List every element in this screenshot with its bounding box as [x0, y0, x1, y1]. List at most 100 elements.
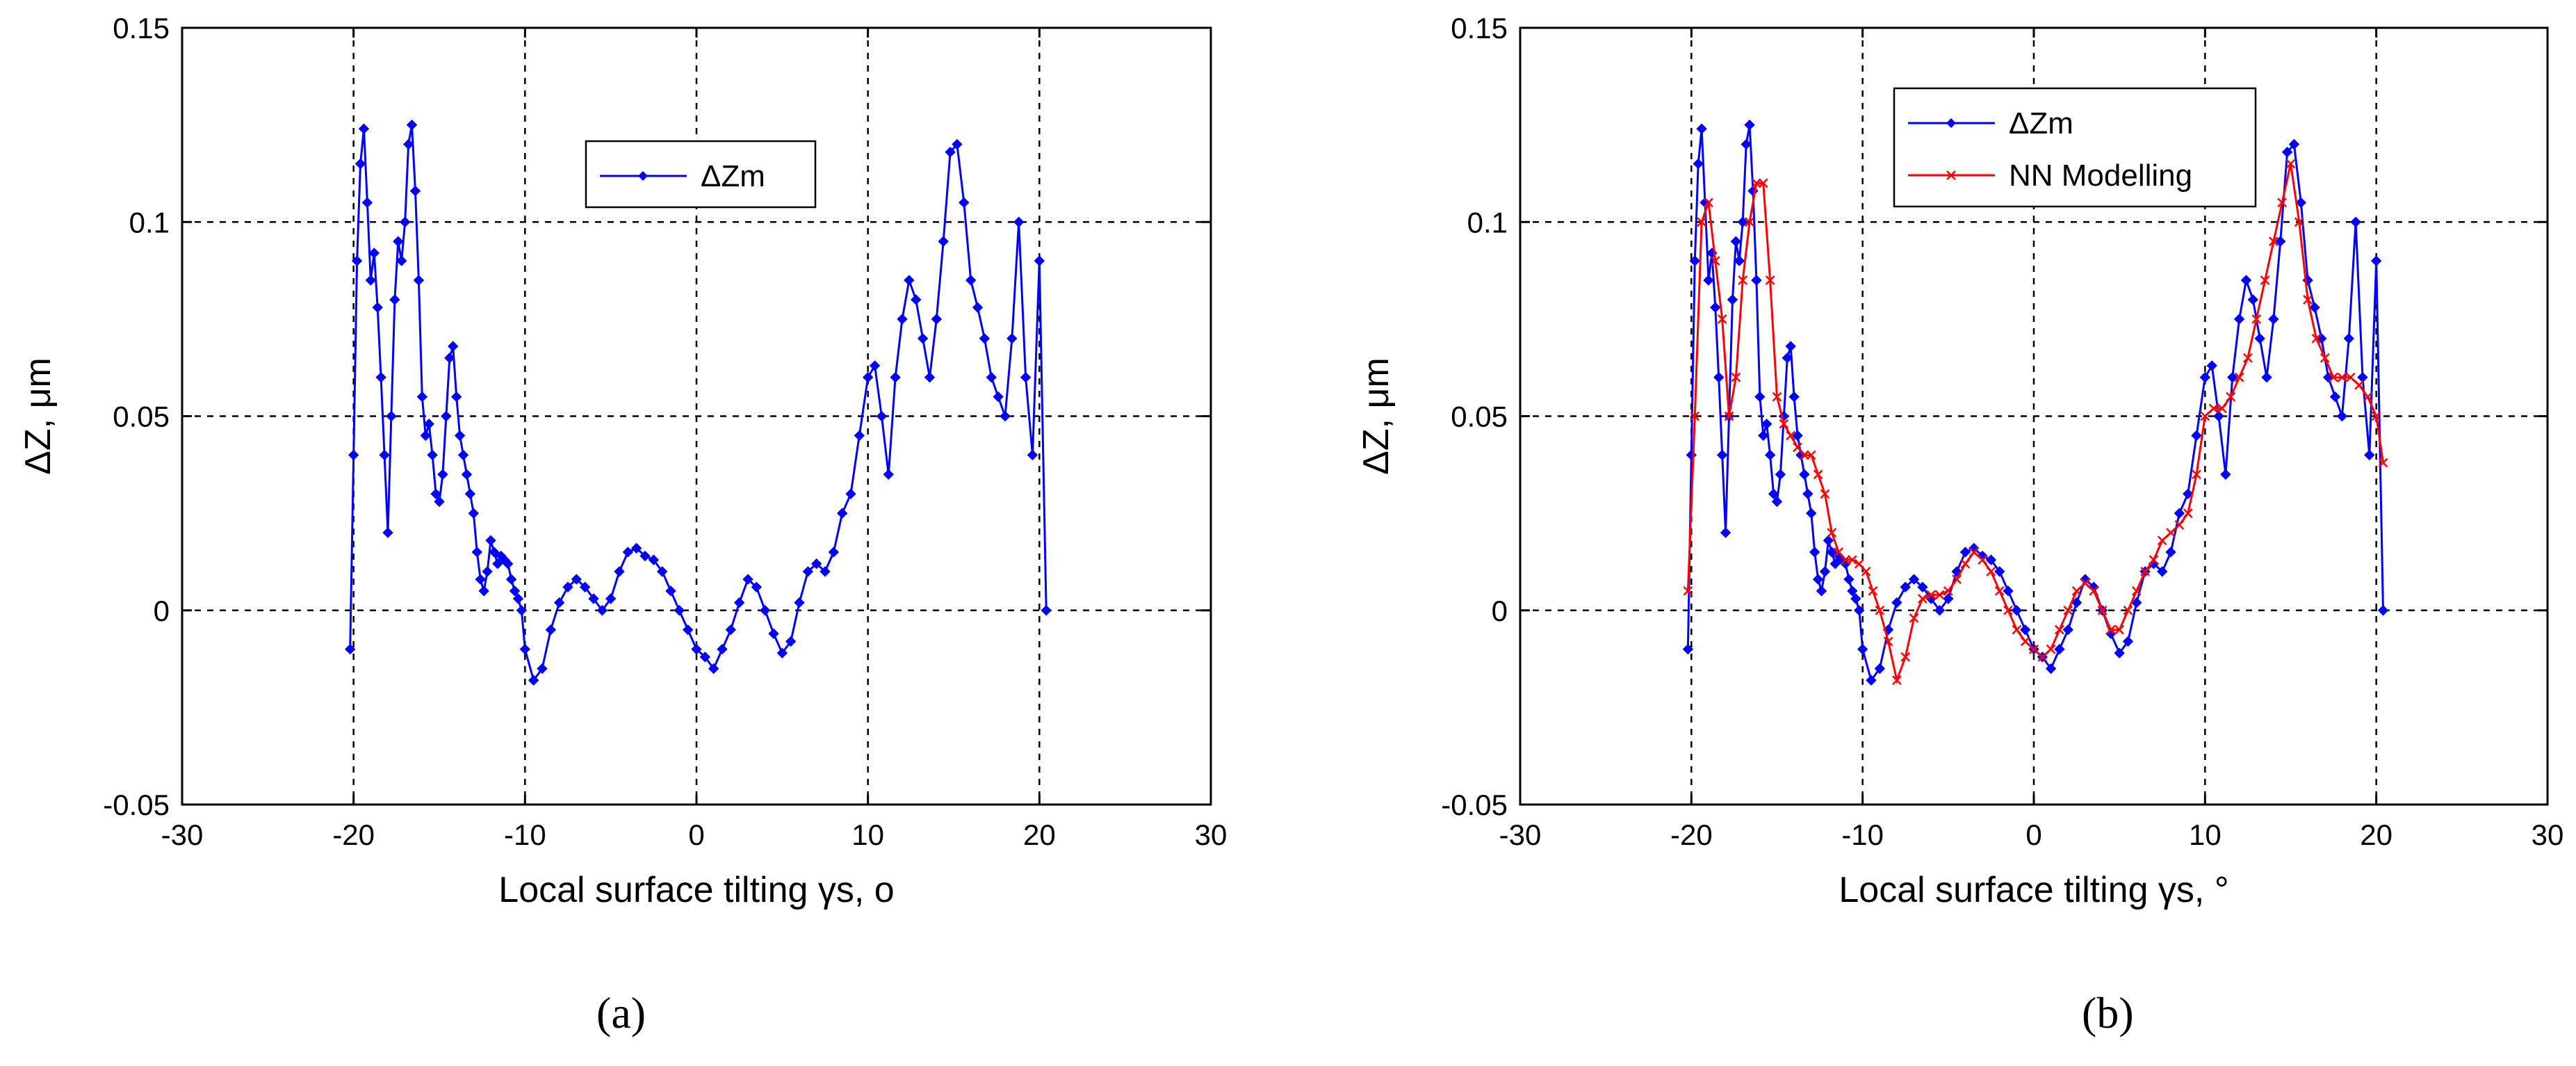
data-point [348, 449, 359, 461]
data-point [368, 248, 380, 259]
data-point [1820, 489, 1830, 499]
data-point [448, 341, 459, 352]
x-tick-label: 0 [2025, 818, 2041, 851]
data-point [358, 123, 370, 134]
data-point [1943, 593, 1954, 604]
y-tick-label: -0.05 [103, 789, 170, 821]
data-point [2200, 411, 2210, 421]
data-point [2157, 566, 2168, 577]
data-point [911, 294, 922, 305]
data-point [2363, 391, 2373, 402]
data-point [1943, 586, 1953, 596]
data-point [2251, 314, 2262, 324]
data-point [1908, 574, 1920, 585]
data-point [386, 410, 397, 422]
data-point [1823, 535, 1834, 546]
data-point [1744, 119, 1755, 131]
data-point [1752, 178, 1761, 188]
data-point [725, 624, 737, 636]
data-point [437, 469, 448, 480]
data-point [1710, 302, 1721, 313]
data-point [828, 547, 840, 558]
y-tick-label: 0.05 [1451, 401, 1508, 433]
data-point [2131, 597, 2142, 608]
series-line-0 [1686, 124, 2384, 683]
data-point [1710, 256, 1720, 266]
data-point [1994, 586, 2005, 596]
data-point [622, 547, 634, 558]
y-axis-label: ΔZ, μm [1356, 357, 1396, 475]
data-point [820, 566, 831, 577]
data-point [717, 643, 728, 655]
data-point [883, 469, 894, 480]
data-point [1771, 496, 1783, 508]
y-tick-label: -0.05 [1441, 789, 1508, 821]
chart-panel-b: -30 -20 -10 0 10 20 30 -0.05 0 0.05 0.1 0.15 Local s… [1356, 12, 2563, 910]
data-point [869, 360, 881, 371]
y-tick-label: 0.05 [113, 401, 170, 433]
data-point [1800, 450, 1809, 460]
data-point [2055, 624, 2064, 635]
data-point [2140, 567, 2151, 576]
data-point [2199, 371, 2211, 383]
data-point [2234, 372, 2244, 382]
data-point [1720, 527, 1731, 538]
data-point [1834, 547, 1844, 557]
data-point [1934, 605, 1946, 616]
data-point [444, 353, 455, 364]
data-point [2329, 391, 2341, 403]
data-point [450, 391, 462, 403]
data-point [1738, 275, 1748, 285]
data-point [2192, 469, 2201, 480]
data-point [924, 371, 936, 383]
x-tick-label: -10 [504, 818, 546, 851]
data-point [759, 605, 771, 616]
data-point [965, 275, 977, 286]
legend-label-0: ΔZm [701, 159, 765, 193]
data-point [423, 418, 434, 430]
data-point [372, 302, 383, 313]
data-point [862, 371, 874, 383]
data-point [2329, 372, 2338, 382]
data-point [2097, 605, 2108, 615]
series-line-1 [1686, 163, 2384, 684]
data-point [2268, 236, 2279, 247]
data-point [375, 371, 386, 383]
y-tick-label: 0.1 [129, 206, 170, 239]
data-point [2123, 605, 2133, 615]
data-point [2149, 555, 2159, 565]
data-point [2114, 624, 2125, 635]
data-point [2320, 353, 2330, 363]
data-point [2277, 197, 2288, 208]
data-point [699, 652, 711, 663]
data-point [2029, 644, 2039, 654]
data-point [917, 333, 929, 344]
data-point [2260, 275, 2270, 285]
data-point [562, 581, 573, 592]
data-point [890, 371, 901, 383]
data-point [1697, 217, 1706, 227]
data-point [489, 547, 500, 558]
data-point [2226, 391, 2236, 402]
data-point [1727, 294, 1738, 305]
data-point [972, 302, 984, 313]
data-point [2011, 605, 2023, 616]
data-point [482, 566, 493, 577]
legend-marker-0 [638, 171, 648, 181]
data-point [416, 391, 428, 403]
data-point [516, 605, 528, 616]
data-point [2233, 314, 2245, 325]
data-point [1806, 508, 1817, 519]
data-point [1703, 275, 1714, 286]
data-point [2247, 294, 2259, 305]
data-point [691, 643, 702, 655]
data-point [1734, 255, 1745, 266]
data-point [1765, 275, 1775, 285]
data-point [904, 275, 915, 286]
data-point [512, 593, 524, 604]
data-point [2377, 605, 2389, 616]
data-point [1768, 488, 1779, 499]
data-point [1874, 663, 1886, 675]
data-point [1934, 590, 1945, 600]
data-point [2240, 275, 2252, 286]
